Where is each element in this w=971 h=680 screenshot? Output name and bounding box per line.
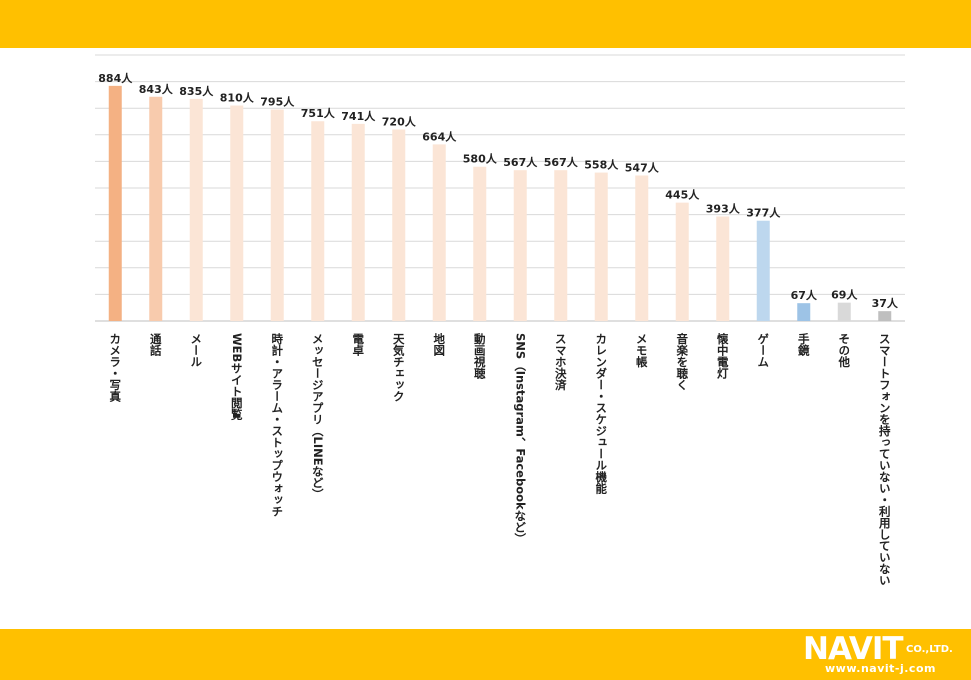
category-label: 通話 [149,333,163,357]
value-label: 720人 [382,114,417,128]
top-banner [0,0,971,48]
category-label: 懐中電灯 [716,332,730,380]
category-label: スマホ決済 [554,333,568,391]
category-label: 電卓 [351,333,365,357]
bar [149,96,163,322]
bar [635,175,649,321]
category-label: メモ帳 [635,333,649,368]
category-label: カメラ・写真 [108,333,122,403]
bar [675,202,689,321]
bar [189,98,203,321]
value-label: 795人 [260,95,295,109]
value-label: 741人 [341,109,376,123]
logo-brand: NAVIT [803,631,904,667]
category-label: 音楽を聴く [675,332,689,391]
value-label: 843人 [139,82,174,96]
category-label: その他 [837,333,851,368]
bars [108,85,892,322]
bottom-banner [0,629,971,680]
category-label: 手鏡 [797,332,811,357]
category-label: 動画視聴 [473,332,487,380]
value-label: 664人 [422,129,457,143]
value-label: 558人 [584,158,619,172]
value-label: 567人 [544,155,579,169]
value-label: 567人 [503,155,538,169]
bar [432,144,446,321]
value-label: 67人 [791,288,818,302]
bar [473,166,487,321]
bar [594,172,608,321]
category-label: メッセージアプリ（LINEなど） [311,333,325,500]
category-label: SNS（Instagram、Facebookなど） [513,333,527,544]
value-label: 69人 [831,288,858,302]
value-label: 37人 [872,296,899,310]
bar [270,109,284,321]
category-label: ゲーム [756,332,770,367]
grid-lines [95,54,905,322]
category-label: WEBサイト閲覧 [230,333,244,420]
bar [797,303,811,321]
category-labels: カメラ・写真 通話 メール WEBサイト閲覧 時計・アラーム・ストップウォッチ メッセージ… [108,332,892,586]
value-label: 445人 [665,188,700,202]
bar [554,170,568,321]
bar [392,129,406,321]
category-label: カレンダー・スケジュール機能 [594,333,608,495]
category-label: 時計・アラーム・ストップウォッチ [270,332,284,517]
bar [878,311,892,321]
bar [311,121,325,321]
value-label: 884人 [98,71,133,85]
bar [351,123,365,321]
value-label: 751人 [301,106,336,120]
logo-url: www.navit-j.com [825,662,936,675]
value-label: 580人 [463,152,498,166]
value-label: 810人 [220,91,255,105]
category-label: 天気チェック [392,333,406,402]
category-label: スマートフォンを持っていない・利用していない [878,333,892,586]
value-labels: 884人 843人 835人 810人 795人 751人 741人 720人 664人 580人… [98,71,899,310]
value-label: 393人 [706,201,741,215]
bar [756,220,770,321]
logo-suffix: CO.,LTD. [906,644,953,655]
category-label: メール [189,333,203,368]
bar [716,216,730,321]
value-label: 835人 [179,84,214,98]
value-label: 377人 [746,206,781,220]
value-label: 547人 [625,160,660,174]
bar [513,170,527,321]
bar-chart: 884人 843人 835人 810人 795人 751人 741人 720人 664人 580人… [95,54,905,586]
bar [230,105,244,321]
bar [108,85,122,321]
category-label: 地図 [432,332,446,357]
company-logo: NAVIT CO.,LTD. www.navit-j.com [803,632,963,676]
bar [837,302,851,321]
